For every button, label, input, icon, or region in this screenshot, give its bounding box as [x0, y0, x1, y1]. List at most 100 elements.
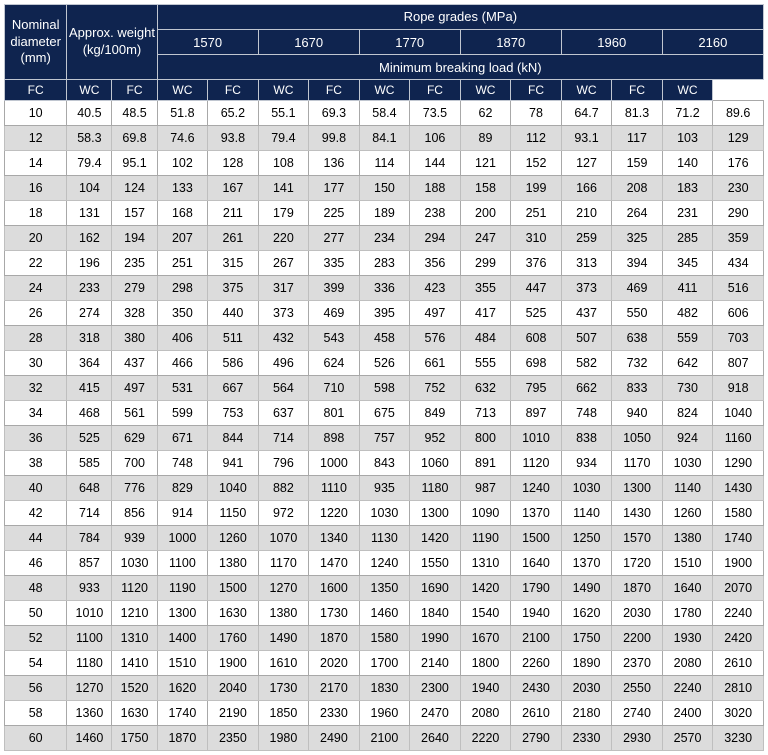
cell-value: 136	[309, 151, 360, 176]
cell-value: 987	[460, 476, 511, 501]
col-grade-2160: 2160	[662, 30, 763, 55]
cell-value: 1400	[157, 626, 208, 651]
cell-diameter: 22	[5, 251, 67, 276]
cell-value: 1940	[511, 601, 562, 626]
cell-value: 918	[713, 376, 764, 401]
cell-value: 1070	[258, 526, 309, 551]
table-row: 3036443746658649662452666155569858273264…	[5, 351, 764, 376]
cell-value: 1030	[112, 551, 157, 576]
cell-value: 2490	[309, 726, 360, 751]
cell-value: 507	[561, 326, 612, 351]
col-nominal-diameter: Nominal diameter (mm)	[5, 5, 67, 80]
cell-value: 1000	[157, 526, 208, 551]
cell-value: 713	[460, 401, 511, 426]
table-row: 5411801410151019001610202017002140180022…	[5, 651, 764, 676]
cell-value: 882	[258, 476, 309, 501]
cell-value: 576	[410, 326, 461, 351]
cell-value: 2240	[713, 601, 764, 626]
cell-value: 167	[208, 176, 259, 201]
table-row: 1040.548.551.865.255.169.358.473.5627864…	[5, 101, 764, 126]
cell-value: 141	[258, 176, 309, 201]
table-row: 2831838040651143254345857648460850763855…	[5, 326, 764, 351]
cell-value: 79.4	[67, 151, 112, 176]
cell-value: 1350	[359, 576, 410, 601]
cell-value: 79.4	[258, 126, 309, 151]
col-wc: WC	[157, 80, 208, 101]
cell-value: 1610	[258, 651, 309, 676]
cell-value: 1460	[67, 726, 112, 751]
cell-value: 2810	[713, 676, 764, 701]
cell-value: 1380	[662, 526, 713, 551]
cell-value: 200	[460, 201, 511, 226]
col-rope-grades: Rope grades (MPa)	[157, 5, 763, 30]
cell-value: 2330	[561, 726, 612, 751]
cell-value: 2640	[410, 726, 461, 751]
cell-value: 1790	[511, 576, 562, 601]
cell-value: 606	[713, 301, 764, 326]
cell-value: 380	[112, 326, 157, 351]
cell-value: 1840	[410, 601, 461, 626]
cell-value: 1600	[309, 576, 360, 601]
cell-value: 934	[561, 451, 612, 476]
cell-value: 586	[208, 351, 259, 376]
cell-value: 582	[561, 351, 612, 376]
cell-value: 2740	[612, 701, 663, 726]
table-row: 5612701520162020401730217018302300194024…	[5, 676, 764, 701]
cell-value: 824	[662, 401, 713, 426]
cell-value: 103	[662, 126, 713, 151]
cell-value: 1240	[359, 551, 410, 576]
cell-value: 1750	[112, 726, 157, 751]
cell-value: 1830	[359, 676, 410, 701]
table-row: 2219623525131526733528335629937631339434…	[5, 251, 764, 276]
cell-diameter: 44	[5, 526, 67, 551]
table-row: 4893311201190150012701600135016901420179…	[5, 576, 764, 601]
col-fc: FC	[511, 80, 562, 101]
cell-value: 1620	[561, 601, 612, 626]
cell-value: 58.4	[359, 101, 410, 126]
cell-value: 1740	[157, 701, 208, 726]
table-row: 1610412413316714117715018815819916620818…	[5, 176, 764, 201]
cell-value: 1110	[309, 476, 360, 501]
cell-value: 629	[112, 426, 157, 451]
cell-value: 661	[410, 351, 461, 376]
cell-value: 1780	[662, 601, 713, 626]
cell-value: 177	[309, 176, 360, 201]
cell-value: 598	[359, 376, 410, 401]
cell-value: 1310	[112, 626, 157, 651]
cell-value: 1750	[561, 626, 612, 651]
cell-value: 1310	[460, 551, 511, 576]
cell-diameter: 34	[5, 401, 67, 426]
cell-value: 166	[561, 176, 612, 201]
cell-value: 1380	[208, 551, 259, 576]
cell-value: 849	[410, 401, 461, 426]
cell-value: 1090	[460, 501, 511, 526]
cell-value: 1490	[258, 626, 309, 651]
cell-value: 194	[112, 226, 157, 251]
cell-value: 1010	[67, 601, 112, 626]
col-min-breaking-load: Minimum breaking load (kN)	[157, 55, 763, 80]
cell-value: 1720	[612, 551, 663, 576]
cell-value: 140	[662, 151, 713, 176]
cell-value: 1740	[713, 526, 764, 551]
cell-value: 238	[410, 201, 461, 226]
cell-value: 1470	[309, 551, 360, 576]
cell-value: 106	[410, 126, 461, 151]
cell-value: 335	[309, 251, 360, 276]
cell-value: 1500	[208, 576, 259, 601]
col-fc: FC	[309, 80, 360, 101]
cell-value: 208	[612, 176, 663, 201]
cell-value: 561	[112, 401, 157, 426]
cell-value: 752	[410, 376, 461, 401]
cell-value: 914	[157, 501, 208, 526]
cell-value: 93.8	[208, 126, 259, 151]
cell-value: 328	[112, 301, 157, 326]
cell-value: 2260	[511, 651, 562, 676]
table-row: 5010101210130016301380173014601840154019…	[5, 601, 764, 626]
table-row: 1479.495.1102128108136114144121152127159…	[5, 151, 764, 176]
cell-value: 2470	[410, 701, 461, 726]
cell-value: 234	[359, 226, 410, 251]
cell-value: 1180	[410, 476, 461, 501]
cell-value: 290	[713, 201, 764, 226]
col-grade-1570: 1570	[157, 30, 258, 55]
col-grade-1870: 1870	[460, 30, 561, 55]
